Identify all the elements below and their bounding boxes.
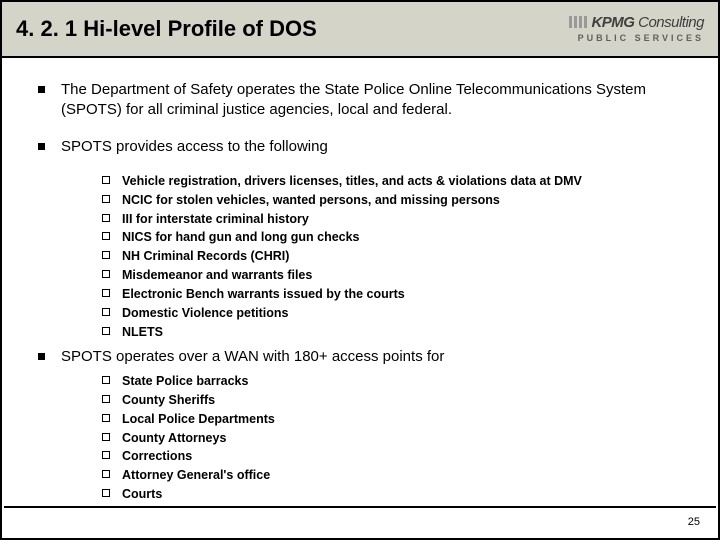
hollow-square-icon (102, 489, 110, 497)
hollow-square-icon (102, 376, 110, 384)
sub-item: Corrections (102, 448, 688, 465)
bullet-item: The Department of Safety operates the St… (32, 80, 688, 121)
logo-tagline: PUBLIC SERVICES (569, 34, 704, 43)
square-bullet-icon (38, 143, 45, 150)
sub-text: Electronic Bench warrants issued by the … (122, 286, 405, 303)
slide-content: The Department of Safety operates the St… (2, 58, 718, 503)
square-bullet-icon (38, 86, 45, 93)
hollow-square-icon (102, 308, 110, 316)
logo-bars-icon (569, 16, 589, 31)
sub-item: Electronic Bench warrants issued by the … (102, 286, 688, 303)
hollow-square-icon (102, 232, 110, 240)
sub-text: NICS for hand gun and long gun checks (122, 229, 360, 246)
sub-item: NH Criminal Records (CHRI) (102, 248, 688, 265)
bullet-text: SPOTS provides access to the following (61, 137, 328, 157)
hollow-square-icon (102, 176, 110, 184)
sub-item: Domestic Violence petitions (102, 305, 688, 322)
sub-item: State Police barracks (102, 373, 688, 390)
sub-text: III for interstate criminal history (122, 211, 309, 228)
square-bullet-icon (38, 353, 45, 360)
hollow-square-icon (102, 327, 110, 335)
hollow-square-icon (102, 289, 110, 297)
sub-list: State Police barracks County Sheriffs Lo… (102, 373, 688, 503)
sub-text: NCIC for stolen vehicles, wanted persons… (122, 192, 500, 209)
title-bar: 4. 2. 1 Hi-level Profile of DOS KPMG Con… (2, 2, 718, 58)
sub-item: County Sheriffs (102, 392, 688, 409)
sub-item: Misdemeanor and warrants files (102, 267, 688, 284)
sub-text: Local Police Departments (122, 411, 275, 428)
sub-list: Vehicle registration, drivers licenses, … (102, 173, 688, 341)
sub-text: NLETS (122, 324, 163, 341)
sub-item: County Attorneys (102, 430, 688, 447)
bullet-item: SPOTS provides access to the following (32, 137, 688, 157)
logo-brand: KPMG Consulting (569, 15, 704, 31)
sub-item: Attorney General's office (102, 467, 688, 484)
sub-text: Domestic Violence petitions (122, 305, 288, 322)
sub-text: County Sheriffs (122, 392, 215, 409)
hollow-square-icon (102, 214, 110, 222)
bullet-text: SPOTS operates over a WAN with 180+ acce… (61, 347, 444, 367)
sub-text: Courts (122, 486, 162, 503)
sub-item: NLETS (102, 324, 688, 341)
sub-text: Misdemeanor and warrants files (122, 267, 312, 284)
hollow-square-icon (102, 251, 110, 259)
hollow-square-icon (102, 470, 110, 478)
sub-text: Attorney General's office (122, 467, 270, 484)
sub-item: Vehicle registration, drivers licenses, … (102, 173, 688, 190)
page-number: 25 (688, 516, 700, 528)
slide: 4. 2. 1 Hi-level Profile of DOS KPMG Con… (0, 0, 720, 540)
hollow-square-icon (102, 270, 110, 278)
sub-item: Courts (102, 486, 688, 503)
sub-item: Local Police Departments (102, 411, 688, 428)
sub-text: NH Criminal Records (CHRI) (122, 248, 289, 265)
bullet-item: SPOTS operates over a WAN with 180+ acce… (32, 347, 688, 367)
sub-text: State Police barracks (122, 373, 248, 390)
footer-divider (4, 506, 716, 508)
sub-text: Corrections (122, 448, 192, 465)
sub-item: III for interstate criminal history (102, 211, 688, 228)
sub-item: NICS for hand gun and long gun checks (102, 229, 688, 246)
hollow-square-icon (102, 414, 110, 422)
slide-title: 4. 2. 1 Hi-level Profile of DOS (16, 16, 317, 42)
sub-text: County Attorneys (122, 430, 226, 447)
logo: KPMG Consulting PUBLIC SERVICES (569, 15, 704, 43)
sub-item: NCIC for stolen vehicles, wanted persons… (102, 192, 688, 209)
sub-text: Vehicle registration, drivers licenses, … (122, 173, 582, 190)
hollow-square-icon (102, 451, 110, 459)
hollow-square-icon (102, 195, 110, 203)
bullet-text: The Department of Safety operates the St… (61, 80, 688, 121)
hollow-square-icon (102, 395, 110, 403)
hollow-square-icon (102, 433, 110, 441)
